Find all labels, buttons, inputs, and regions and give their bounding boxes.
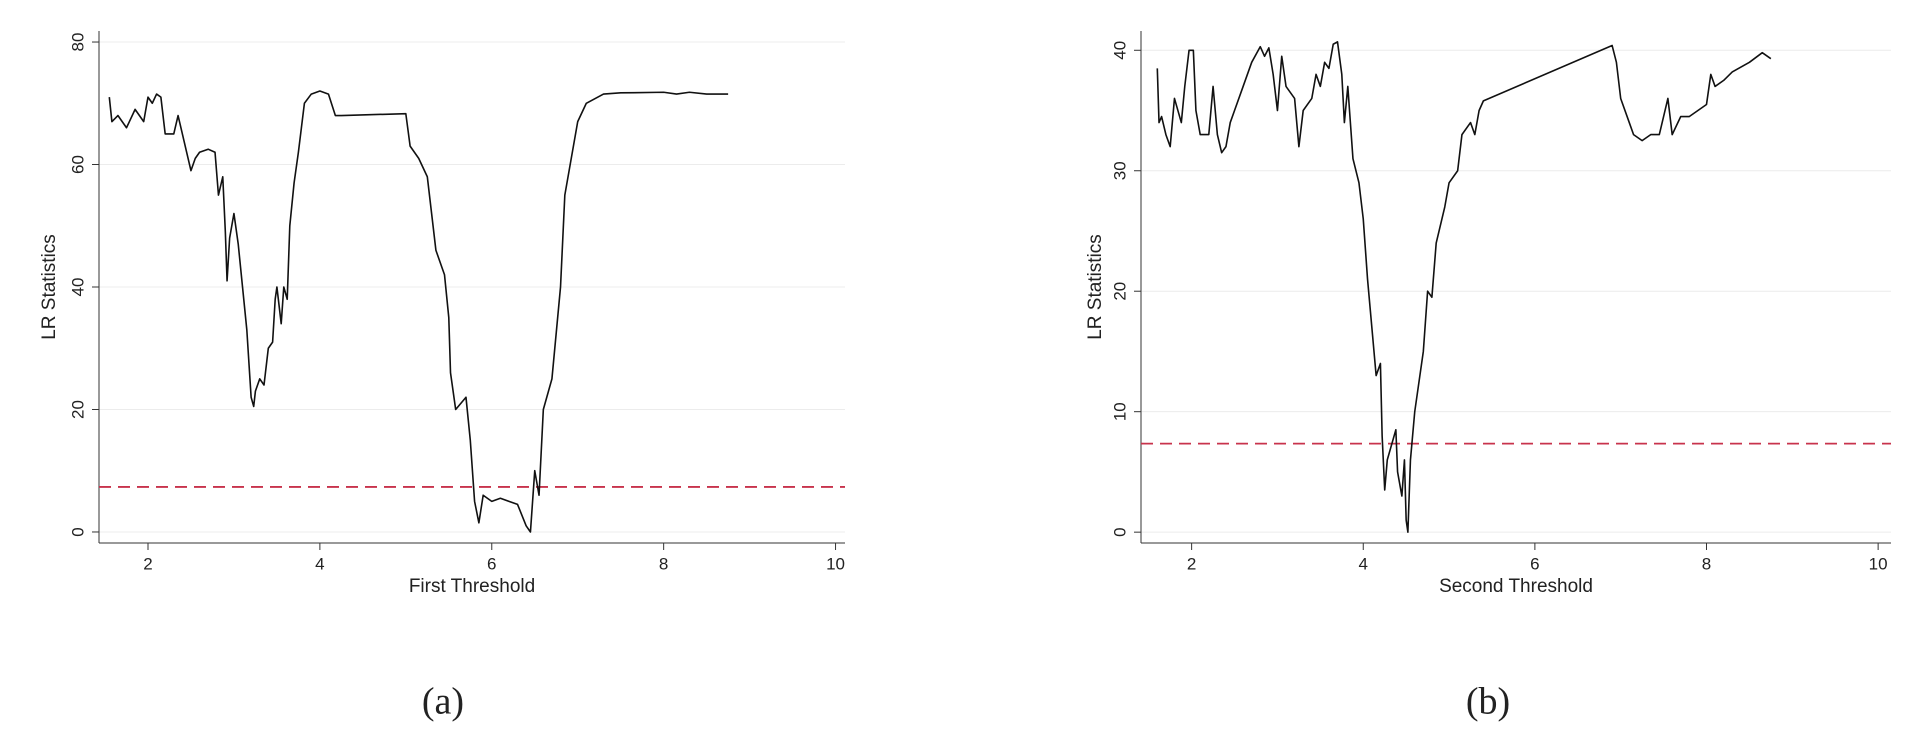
x-axis-label: First Threshold	[409, 576, 535, 597]
x-tick-label: 2	[1187, 554, 1196, 573]
x-tick-label: 4	[1359, 554, 1368, 573]
y-tick-label: 80	[68, 33, 87, 52]
y-tick-label: 20	[68, 400, 87, 419]
y-axis-label: LR Statistics	[39, 234, 60, 340]
y-tick-label: 30	[1110, 161, 1129, 180]
x-tick-label: 6	[487, 554, 496, 573]
x-axis-label: Second Threshold	[1439, 576, 1593, 597]
y-tick-label: 60	[68, 155, 87, 174]
y-axis-label: LR Statistics	[1085, 234, 1106, 340]
x-tick-label: 10	[826, 554, 845, 573]
y-tick-label: 20	[1110, 282, 1129, 301]
data-line	[108, 90, 729, 533]
x-tick-label: 6	[1530, 554, 1539, 573]
panel-caption: (b)	[1466, 681, 1510, 723]
data-line	[1156, 41, 1772, 533]
y-tick-label: 40	[1110, 41, 1129, 60]
x-tick-label: 8	[659, 554, 668, 573]
panel-caption: (a)	[422, 681, 464, 723]
y-tick-label: 40	[68, 278, 87, 297]
x-tick-label: 8	[1702, 554, 1711, 573]
y-tick-label: 0	[68, 527, 87, 536]
y-tick-label: 10	[1110, 402, 1129, 421]
x-tick-label: 10	[1869, 554, 1888, 573]
y-tick-label: 0	[1110, 527, 1129, 536]
x-tick-label: 2	[143, 554, 152, 573]
x-tick-label: 4	[315, 554, 324, 573]
